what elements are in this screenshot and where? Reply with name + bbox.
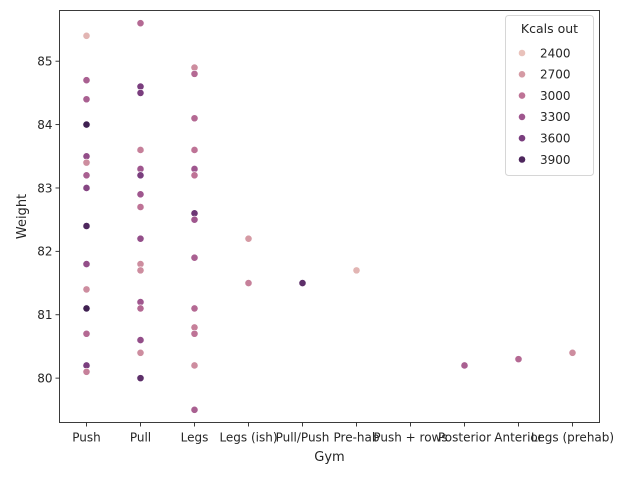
- data-point: [82, 171, 91, 180]
- data-point: [190, 215, 199, 224]
- data-point: [190, 253, 199, 262]
- x-ticks: Push Pull Legs Legs (ish)Pull/Push Pre-habPu…: [72, 422, 614, 445]
- legend-marker: [518, 113, 526, 121]
- data-point: [136, 89, 145, 97]
- data-point: [190, 114, 199, 123]
- legend-label: 3000: [540, 89, 571, 103]
- legend-entries: 2400 2700 3000 3300 3600 3900: [518, 46, 571, 167]
- legend-marker: [518, 155, 526, 164]
- data-point: [190, 146, 199, 154]
- y-tick-label: 80: [37, 371, 52, 385]
- legend-marker: [518, 91, 526, 100]
- data-point: [568, 348, 577, 357]
- data-point: [190, 304, 199, 313]
- legend-label: 3900: [540, 153, 571, 167]
- x-tick-label: Pre-hab: [334, 431, 380, 445]
- data-point: [82, 31, 91, 40]
- data-point: [190, 405, 199, 414]
- x-tick-label: Push + rows: [373, 431, 447, 445]
- data-point: [136, 203, 145, 211]
- data-point: [82, 158, 91, 167]
- x-axis-label: Gym: [314, 450, 344, 465]
- data-point: [82, 304, 91, 313]
- legend: Kcals out 2400 2700 3000 3300 3600 3900: [505, 15, 594, 176]
- data-point: [136, 304, 145, 313]
- data-point: [136, 146, 145, 154]
- data-point: [136, 190, 145, 199]
- y-tick-label: 83: [37, 181, 52, 195]
- data-point: [244, 279, 253, 287]
- x-tick-label: Pull: [130, 431, 151, 445]
- data-point: [136, 266, 145, 275]
- y-tick-label: 82: [37, 245, 52, 259]
- data-point: [82, 95, 91, 104]
- x-tick-label: Posterior: [438, 431, 491, 445]
- data-point: [136, 336, 145, 344]
- legend-label: 2400: [540, 46, 571, 60]
- data-point: [136, 171, 145, 180]
- x-tick-label: Legs (ish): [219, 431, 277, 445]
- legend-label: 2700: [540, 68, 571, 82]
- x-tick-label: Push: [72, 431, 101, 445]
- data-point: [82, 222, 91, 230]
- data-point: [82, 329, 91, 338]
- data-point: [190, 361, 199, 370]
- data-point: [244, 234, 253, 243]
- data-point: [82, 285, 91, 294]
- data-point: [190, 329, 199, 338]
- data-point: [352, 266, 361, 275]
- data-point: [82, 184, 91, 192]
- legend-box: [505, 15, 594, 176]
- data-point: [460, 361, 469, 370]
- legend-label: 3600: [540, 132, 571, 146]
- data-point: [136, 374, 145, 383]
- data-point: [82, 367, 91, 376]
- data-point: [190, 171, 199, 180]
- y-tick-label: 81: [37, 308, 52, 322]
- data-point: [82, 260, 91, 268]
- y-axis-label: Weight: [15, 194, 30, 239]
- plot-frame: [59, 10, 600, 423]
- legend-marker: [518, 134, 526, 143]
- y-ticks: 80 81 82 83 84 85: [37, 55, 60, 385]
- data-point: [514, 355, 523, 364]
- data-point: [136, 348, 145, 357]
- data-point: [298, 279, 307, 287]
- data-point: [136, 19, 145, 28]
- data-point: [190, 69, 199, 78]
- legend-marker: [518, 70, 526, 79]
- x-tick-label: Legs: [181, 431, 209, 445]
- y-tick-label: 84: [37, 118, 52, 132]
- data-point: [136, 234, 145, 243]
- legend-label: 3300: [540, 110, 571, 124]
- x-tick-label: Pull/Push: [276, 431, 330, 445]
- x-tick-label: Anterior: [494, 431, 543, 445]
- legend-marker: [518, 49, 526, 57]
- points-layer: [82, 19, 577, 414]
- legend-title: Kcals out: [521, 21, 578, 36]
- axes-layer: [59, 10, 600, 423]
- y-tick-label: 85: [37, 55, 52, 69]
- data-point: [82, 76, 91, 85]
- x-tick-label: Legs (prehab): [531, 431, 614, 445]
- data-point: [82, 120, 91, 129]
